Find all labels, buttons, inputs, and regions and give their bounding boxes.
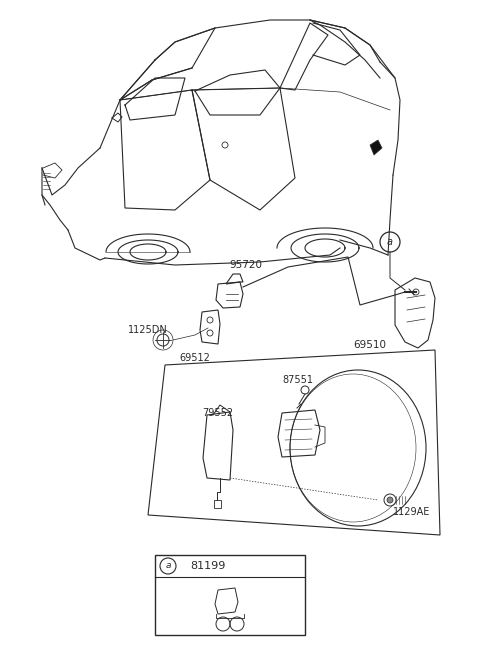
Polygon shape bbox=[370, 140, 382, 155]
Text: 79552: 79552 bbox=[203, 408, 234, 418]
Text: a: a bbox=[387, 237, 393, 247]
Text: a: a bbox=[165, 562, 171, 571]
Text: 1125DN: 1125DN bbox=[128, 325, 168, 335]
Text: 87551: 87551 bbox=[283, 375, 313, 385]
Text: 69512: 69512 bbox=[180, 353, 210, 363]
Text: 69510: 69510 bbox=[353, 340, 386, 350]
Text: 81199: 81199 bbox=[190, 561, 226, 571]
Text: 1129AE: 1129AE bbox=[393, 507, 431, 517]
Circle shape bbox=[387, 497, 393, 503]
Text: 95720: 95720 bbox=[229, 260, 263, 270]
